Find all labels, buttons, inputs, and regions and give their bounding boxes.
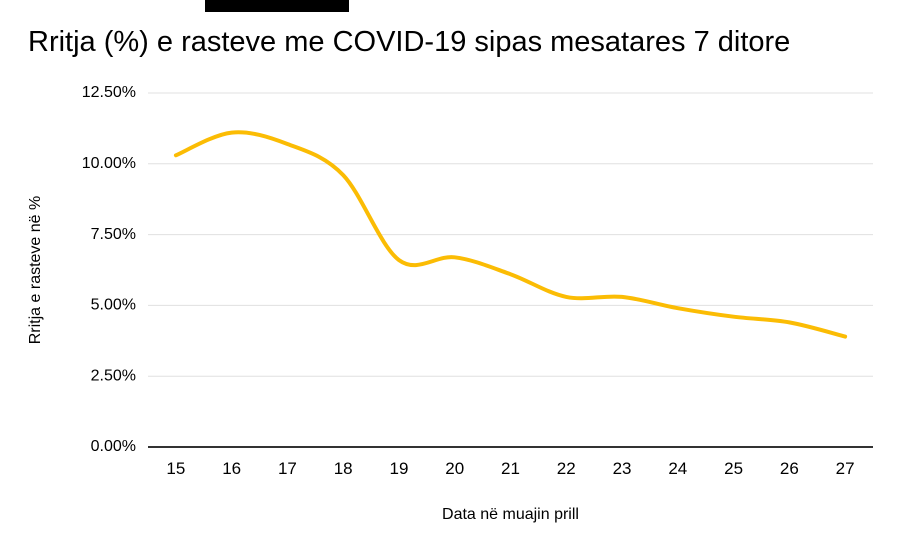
x-tick-label: 26 bbox=[780, 459, 799, 478]
x-tick-label: 23 bbox=[613, 459, 632, 478]
y-tick-label: 5.00% bbox=[91, 297, 136, 314]
redaction-bar bbox=[205, 0, 349, 12]
x-tick-label: 17 bbox=[278, 459, 297, 478]
x-tick-label: 18 bbox=[334, 459, 353, 478]
data-line-series bbox=[173, 130, 848, 339]
x-tick-label: 20 bbox=[445, 459, 464, 478]
x-tick-label: 27 bbox=[836, 459, 855, 478]
x-tick-label: 19 bbox=[390, 459, 409, 478]
x-tick-label: 22 bbox=[557, 459, 576, 478]
y-tick-label: 2.50% bbox=[91, 367, 136, 384]
y-tick-label: 7.50% bbox=[91, 226, 136, 243]
x-tick-label: 21 bbox=[501, 459, 520, 478]
x-tick-label: 16 bbox=[222, 459, 241, 478]
x-tick-label: 24 bbox=[668, 459, 687, 478]
chart-title: Rritja (%) e rasteve me COVID-19 sipas m… bbox=[28, 26, 791, 58]
x-tick-label: 15 bbox=[166, 459, 185, 478]
y-tick-label: 12.50% bbox=[82, 84, 136, 101]
x-tick-label: 25 bbox=[724, 459, 743, 478]
y-tick-label: 0.00% bbox=[91, 438, 136, 455]
y-tick-label: 10.00% bbox=[82, 155, 136, 172]
x-axis-title: Data në muajin prill bbox=[442, 506, 579, 523]
